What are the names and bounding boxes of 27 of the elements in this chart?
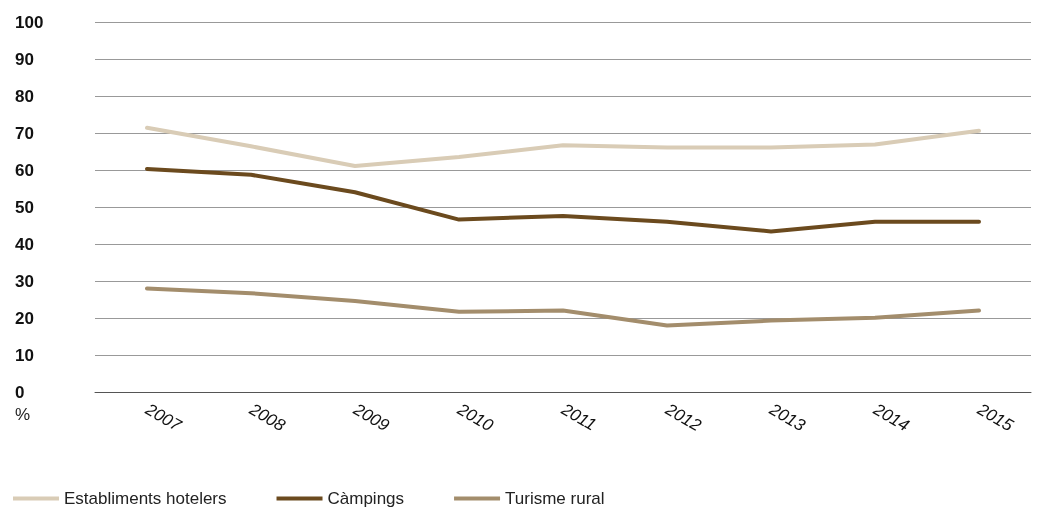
y-tick-label: 60 (15, 160, 34, 180)
x-tick-label: 2008 (245, 399, 289, 436)
y-tick-label: 10 (15, 345, 34, 365)
x-tick-label: 2014 (869, 399, 913, 436)
y-tick-label: 70 (15, 123, 34, 143)
line-series (145, 125, 981, 168)
legend-label: Establiments hotelers (64, 489, 227, 508)
y-tick-label: 90 (15, 49, 34, 69)
y-tick-label: 0 (15, 382, 25, 402)
y-tick-label: 30 (15, 271, 34, 291)
legend-label: Càmpings (327, 489, 405, 508)
line-series (145, 286, 981, 328)
x-tick-label: 2012 (661, 399, 705, 436)
line-series (145, 166, 981, 234)
y-tick-label: 50 (15, 197, 34, 217)
x-tick-label: 2011 (557, 399, 600, 435)
y-tick-label: 80 (15, 86, 34, 106)
y-tick-label: 100 (15, 12, 44, 32)
x-tick-label: 2009 (349, 399, 393, 436)
x-tick-label: 2010 (453, 399, 497, 436)
x-tick-label: 2015 (973, 399, 1017, 436)
y-axis-title: % (15, 405, 31, 424)
y-tick-label: 20 (15, 308, 34, 328)
x-tick-label: 2007 (141, 399, 185, 436)
x-tick-label: 2013 (765, 399, 809, 436)
legend-label: Turisme rural (505, 489, 605, 508)
y-tick-label: 40 (15, 234, 34, 254)
